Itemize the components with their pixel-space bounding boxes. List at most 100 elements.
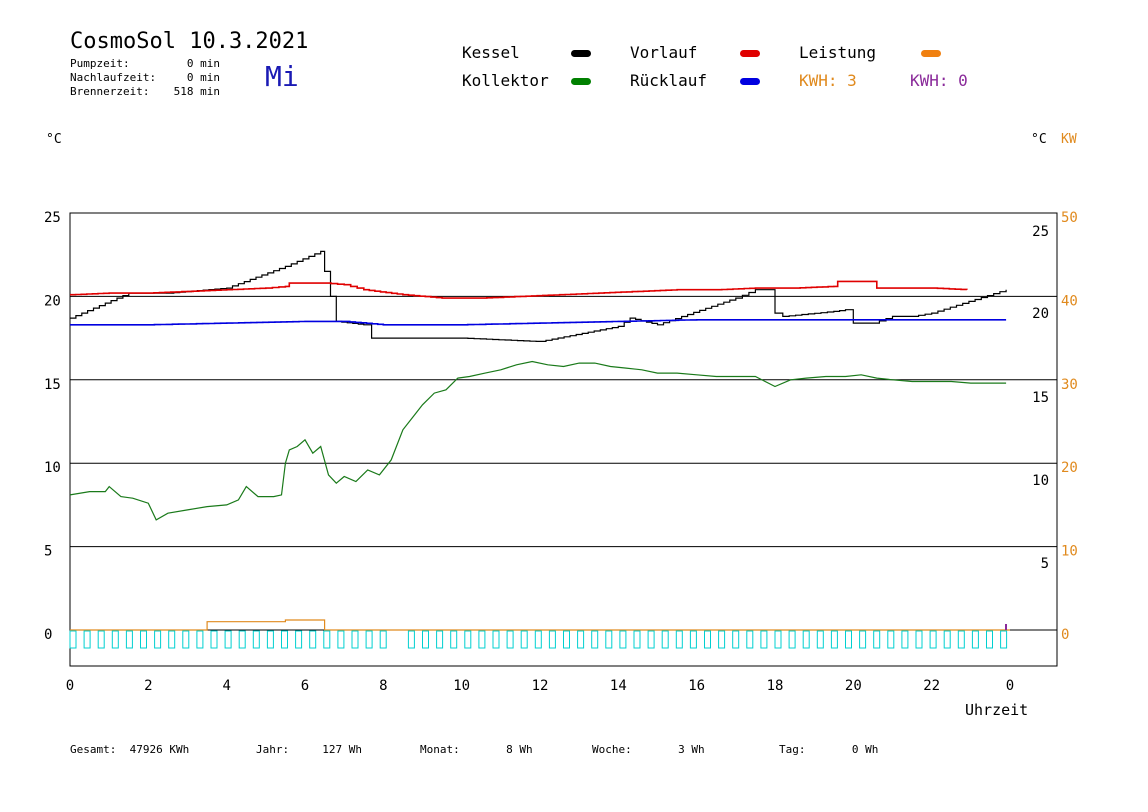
pump-status-mark: [732, 630, 740, 649]
y-left-tick: 20: [44, 293, 61, 309]
pump-status-mark: [760, 630, 768, 649]
pump-status-mark: [154, 630, 162, 649]
pump-status-mark: [859, 630, 867, 649]
footer-value: 127 Wh: [322, 743, 362, 756]
series-line-kollektor: [69, 360, 1007, 521]
pump-status-mark: [577, 630, 585, 649]
pump-status-mark: [619, 630, 627, 649]
pump-status-mark: [464, 630, 472, 649]
pump-status-mark: [182, 630, 190, 649]
pump-status-mark: [887, 630, 895, 649]
pump-status-mark: [422, 630, 429, 649]
legend-kessel-swatch: [571, 50, 591, 57]
y-right-kw-tick: 50: [1061, 210, 1078, 226]
footer-value: 47926 KWh: [129, 743, 190, 756]
series-line-leistung: [70, 619, 1010, 631]
footer-jahr: Jahr: 127 Wh: [256, 743, 362, 756]
left-axis-unit: °C: [46, 132, 62, 147]
footer-tag: Tag: 0 Wh: [779, 743, 878, 756]
pump-status-mark: [929, 630, 937, 649]
y-left-tick: 15: [44, 377, 61, 393]
x-tick: 10: [453, 678, 470, 694]
y-left-tick: 25: [44, 210, 61, 226]
x-tick: 2: [144, 678, 152, 694]
pump-status-mark: [986, 630, 993, 649]
footer-label: Tag:: [779, 743, 806, 756]
pump-status-mark: [675, 630, 683, 649]
chart-title: CosmoSol 10.3.2021: [70, 29, 309, 54]
pump-status-mark: [506, 630, 514, 649]
y-right-kw-tick: 40: [1061, 293, 1078, 309]
y-left-tick: 10: [44, 460, 61, 476]
pump-status-mark: [971, 630, 979, 649]
pump-status-mark: [1000, 630, 1008, 649]
pump-status-mark: [957, 630, 965, 649]
plot-frame: [69, 212, 1058, 667]
pump-status-mark: [238, 630, 246, 649]
legend-kessel-label: Kessel: [462, 43, 520, 62]
pump-status-mark: [661, 630, 669, 649]
stat-label: Pumpzeit:: [70, 57, 130, 70]
pump-status-mark: [83, 630, 91, 649]
pump-status-mark: [845, 630, 852, 649]
footer-monat: Monat: 8 Wh: [420, 743, 533, 756]
pump-status-mark: [591, 630, 599, 649]
pump-status-mark: [252, 630, 260, 649]
y-left-tick: 5: [44, 544, 52, 560]
pump-status-mark: [125, 630, 133, 649]
pump-status-mark: [478, 630, 486, 649]
legend-ruecklauf-swatch: [740, 78, 760, 85]
pump-status-mark: [111, 630, 119, 649]
pump-status-mark: [323, 630, 331, 649]
legend-vorlauf-swatch: [740, 50, 760, 57]
pump-status-mark: [605, 630, 613, 649]
pump-status-mark: [351, 630, 359, 649]
pump-status-mark: [520, 630, 528, 649]
pump-status-mark: [788, 630, 796, 649]
legend-kwh-purple: KWH: 0: [910, 71, 968, 90]
right-axis-unit-c: °C: [1031, 132, 1047, 147]
pump-status-mark: [407, 630, 415, 649]
pump-status-mark: [816, 630, 824, 649]
x-tick: 6: [301, 678, 309, 694]
x-tick: 20: [845, 678, 862, 694]
legend-kwh-orange: KWH: 3: [799, 71, 857, 90]
pump-status-mark: [633, 630, 641, 649]
pump-status-mark: [873, 630, 881, 649]
y-right-kw-tick: 0: [1061, 627, 1069, 643]
pump-status-mark: [802, 630, 810, 649]
pump-status-mark: [689, 630, 697, 649]
x-tick: 12: [532, 678, 549, 694]
legend-kollektor-swatch: [571, 78, 591, 85]
weekday-label: Mi: [265, 60, 299, 93]
pump-status-mark: [943, 630, 951, 649]
series-line-kessel: [70, 250, 1007, 342]
x-tick: 8: [379, 678, 387, 694]
x-axis-label: Uhrzeit: [965, 701, 1029, 719]
pump-status-mark: [196, 630, 204, 649]
pump-status-mark: [365, 630, 373, 649]
y-left-tick: 0: [44, 627, 52, 643]
series-line-vorlauf: [70, 280, 968, 299]
y-right-c-tick: 25: [1032, 224, 1049, 240]
pump-status-mark: [774, 630, 782, 649]
pump-status-mark: [746, 630, 754, 649]
pump-status-mark: [915, 630, 923, 649]
pump-status-mark: [901, 630, 909, 649]
stat-brennerzeit: Brennerzeit: 518 min: [70, 85, 220, 98]
stat-value: 0 min: [186, 57, 220, 70]
pump-status-mark: [266, 630, 274, 649]
y-right-kw-tick: 20: [1061, 460, 1078, 476]
pump-status-mark: [69, 630, 77, 649]
x-tick: 22: [923, 678, 940, 694]
pump-status-mark: [210, 630, 218, 649]
footer-woche: Woche: 3 Wh: [592, 743, 705, 756]
footer-value: 0 Wh: [851, 743, 879, 756]
x-tick: 0: [1006, 678, 1014, 694]
y-right-c-tick: 20: [1032, 306, 1049, 322]
x-tick: 14: [610, 678, 627, 694]
footer-label: Jahr:: [256, 743, 290, 756]
pump-status-mark: [168, 630, 176, 649]
pump-status-mark: [830, 630, 838, 649]
pump-status-mark: [534, 630, 542, 649]
